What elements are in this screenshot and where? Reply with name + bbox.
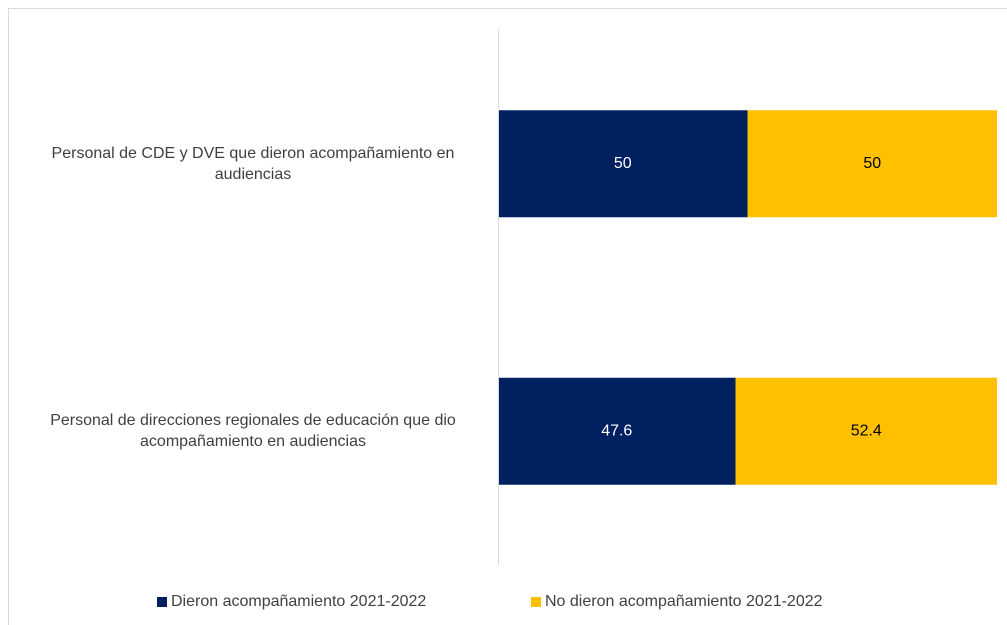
bar-segment bbox=[498, 110, 748, 218]
legend-swatch bbox=[531, 597, 541, 607]
bar-segment bbox=[735, 377, 997, 485]
bar-segment bbox=[747, 110, 997, 218]
bar-segment bbox=[498, 377, 736, 485]
data-label: 50 bbox=[863, 155, 881, 172]
data-label: 50 bbox=[614, 155, 632, 172]
legend-swatch bbox=[157, 597, 167, 607]
data-label: 52.4 bbox=[851, 422, 882, 439]
category-label: Personal de CDE y DVE que dieron acompañ… bbox=[51, 144, 455, 183]
chart-frame bbox=[8, 8, 1007, 625]
category-label: Personal de direcciones regionales de ed… bbox=[50, 412, 456, 451]
data-label: 47.6 bbox=[601, 422, 632, 439]
legend-label: Dieron acompañamiento 2021-2022 bbox=[171, 593, 426, 610]
legend-label: No dieron acompañamiento 2021-2022 bbox=[545, 593, 823, 610]
